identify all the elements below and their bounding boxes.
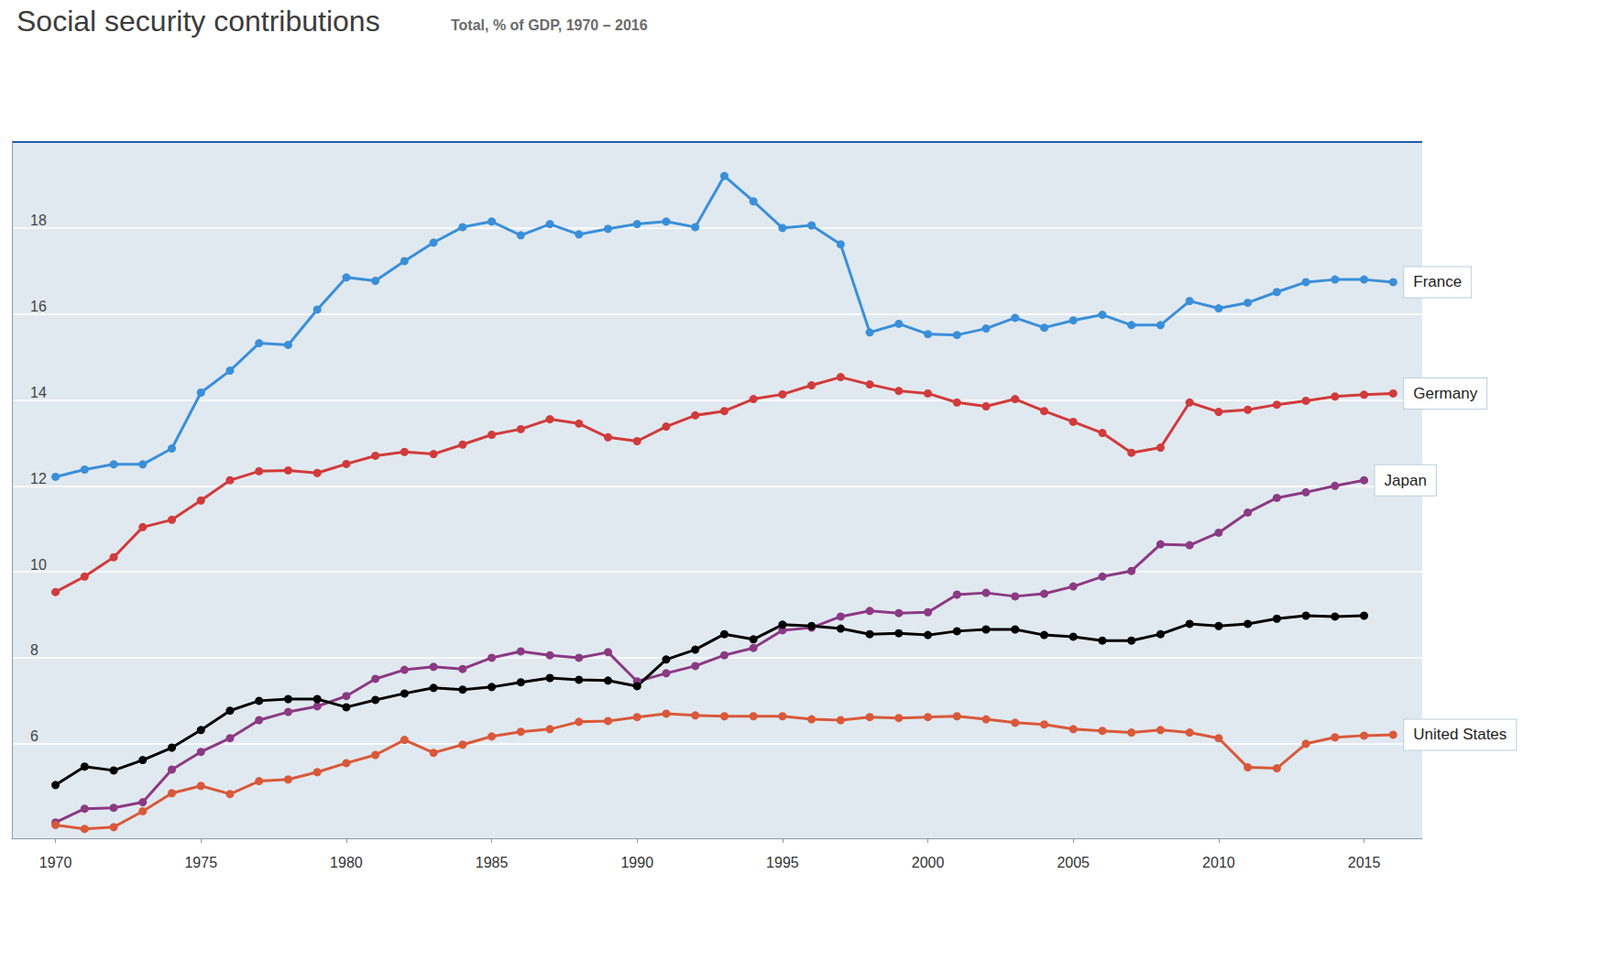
svg-text:10: 10 <box>30 557 47 573</box>
svg-text:1980: 1980 <box>329 854 363 871</box>
svg-text:United States: United States <box>1413 725 1507 744</box>
svg-text:Social security contributions: Social security contributions <box>16 4 381 38</box>
svg-text:1970: 1970 <box>39 854 73 871</box>
svg-text:2000: 2000 <box>911 854 945 871</box>
svg-text:Total, % of GDP, 1970 – 2016: Total, % of GDP, 1970 – 2016 <box>450 17 648 33</box>
svg-text:2015: 2015 <box>1347 854 1381 871</box>
svg-text:16: 16 <box>30 298 47 315</box>
svg-text:12: 12 <box>30 471 47 487</box>
svg-text:6: 6 <box>30 728 39 745</box>
svg-text:1990: 1990 <box>620 854 654 871</box>
svg-text:2010: 2010 <box>1202 854 1236 871</box>
svg-text:France: France <box>1413 273 1462 291</box>
svg-text:Japan: Japan <box>1384 471 1427 490</box>
svg-text:1985: 1985 <box>475 854 509 871</box>
svg-text:1975: 1975 <box>184 854 218 871</box>
svg-text:8: 8 <box>30 642 39 658</box>
svg-text:18: 18 <box>30 212 47 229</box>
svg-text:14: 14 <box>30 384 47 401</box>
svg-text:2005: 2005 <box>1056 854 1090 871</box>
svg-text:Germany: Germany <box>1413 384 1478 403</box>
svg-text:1995: 1995 <box>766 854 800 871</box>
